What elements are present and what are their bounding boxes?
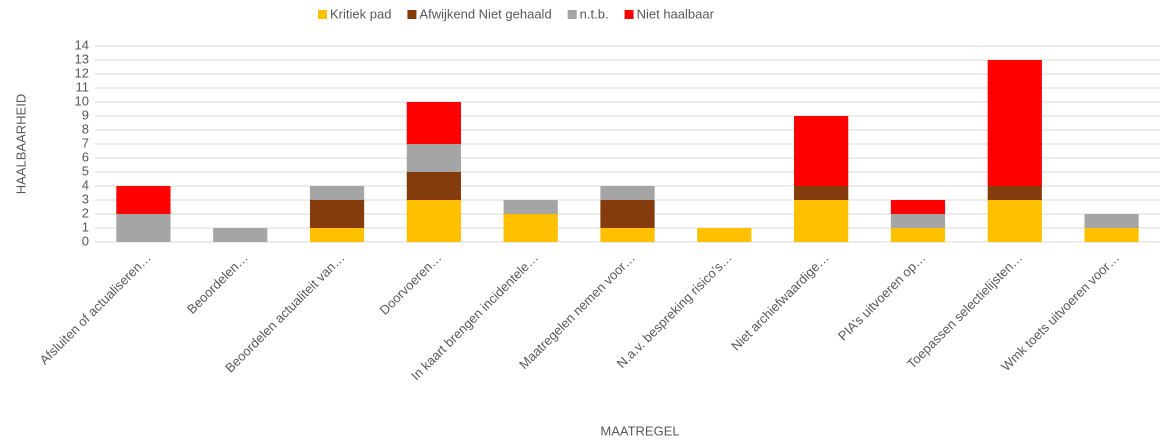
y-tick-label: 13 — [75, 51, 89, 66]
bar-segment — [987, 200, 1042, 242]
bar-segment — [987, 60, 1042, 186]
bar-segment — [697, 228, 752, 242]
bar-segment — [406, 102, 461, 144]
y-tick-label: 10 — [75, 93, 89, 108]
x-tick-label: N.a.v. bespreking risico’s… — [614, 250, 735, 371]
bar-segment — [890, 228, 946, 242]
y-tick-label: 0 — [82, 233, 89, 248]
bar-segment — [309, 200, 365, 228]
legend-label: Niet haalbaar — [637, 6, 715, 21]
bar-segment — [213, 228, 268, 242]
bar-segment — [890, 214, 946, 228]
y-tick-label: 1 — [82, 219, 89, 234]
legend-swatch — [567, 10, 577, 19]
x-tick-label: Beoordelen… — [184, 250, 251, 317]
bar-segment — [406, 200, 461, 242]
bar-segment — [309, 186, 365, 200]
y-tick-label: 12 — [75, 65, 89, 80]
y-tick-label: 11 — [76, 79, 90, 94]
bar-segment — [1084, 214, 1139, 228]
x-tick-label: Doorvoeren… — [377, 250, 445, 318]
bar-segment — [987, 186, 1042, 200]
bar-segment — [309, 228, 365, 242]
legend-swatch — [318, 10, 327, 19]
bar-segment — [503, 214, 558, 242]
legend-label: n.t.b. — [580, 6, 609, 21]
y-axis-label: HAALBAARHEID — [13, 94, 28, 194]
y-tick-label: 8 — [82, 121, 89, 136]
x-tick-label: PIA’s uitvoeren op… — [835, 250, 929, 344]
bar-segment — [600, 200, 655, 228]
bar-segment — [794, 186, 849, 200]
bar-segment — [406, 144, 461, 172]
y-tick-label: 6 — [82, 149, 89, 164]
legend-swatch — [407, 10, 417, 19]
x-tick-label: Afsluiten of actualiseren… — [37, 250, 154, 367]
y-tick-label: 9 — [82, 107, 89, 122]
bar-segment — [794, 200, 849, 242]
x-axis-label: MAATREGEL — [600, 423, 679, 438]
y-tick-label: 14 — [75, 37, 89, 52]
legend-swatch — [624, 10, 634, 19]
bar-segment — [116, 186, 171, 214]
x-tick-label: Niet archiefwaardige… — [728, 250, 832, 354]
y-tick-label: 3 — [82, 191, 89, 206]
bar-segment — [600, 186, 655, 200]
bar-segment — [794, 116, 849, 186]
bar-segment — [116, 214, 171, 242]
legend-label: Afwijkend Niet gehaald — [419, 6, 551, 21]
y-tick-label: 4 — [82, 177, 89, 192]
y-tick-label: 7 — [82, 135, 89, 150]
legend-label: Kritiek pad — [330, 6, 391, 21]
bar-segment — [503, 200, 558, 214]
y-tick-label: 2 — [82, 205, 89, 220]
bar-segment — [406, 172, 461, 200]
bar-segment — [1084, 228, 1139, 242]
bar-segment — [600, 228, 655, 242]
y-tick-label: 5 — [82, 163, 89, 178]
bar-segment — [890, 200, 946, 214]
